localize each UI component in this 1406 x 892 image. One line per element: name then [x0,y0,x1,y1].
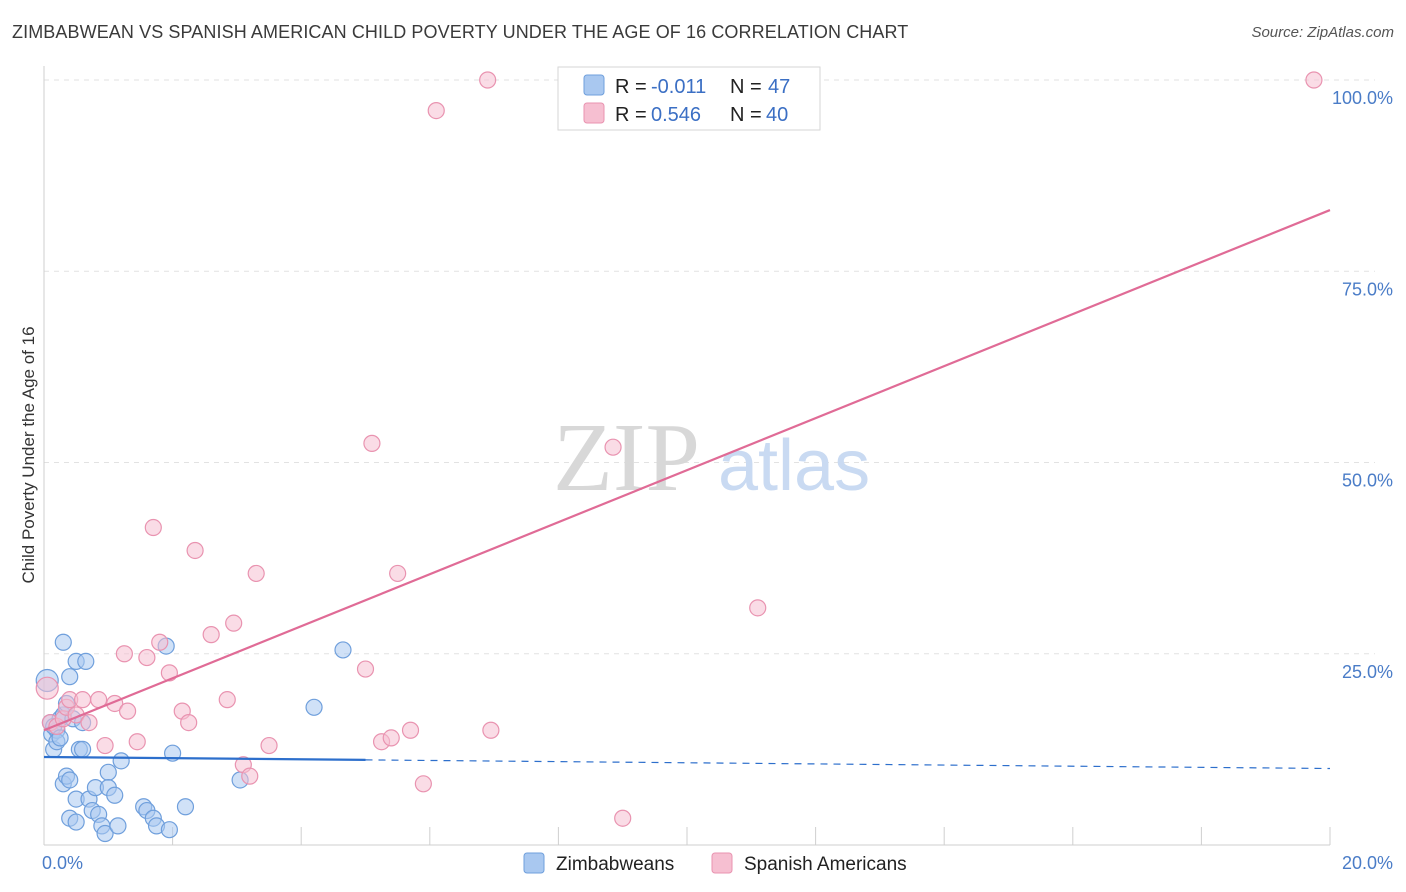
watermark-atlas: atlas [718,426,870,506]
spanish-americans-point [35,676,59,700]
zimbabweans-point [160,821,178,839]
spanish-americans-point [138,648,156,667]
zimbabweans-point [305,698,323,716]
bottom-legend: Zimbabweans Spanish Americans [523,852,907,875]
y-tick-label-100: 100.0% [1332,88,1393,108]
spanish-americans-point [151,633,169,651]
legend-n-label-2: N = [730,104,762,126]
y-axis-label: Child Poverty Under the Age of 16 [19,326,38,583]
spanish-americans-point [614,809,632,827]
zimbabweans-point [54,633,72,651]
zimbabweans-point [77,652,95,671]
legend-r-value-2: 0.546 [651,104,701,126]
spanish-americans-point [414,775,432,793]
zimbabweans-point [112,752,130,770]
tick-labels: 25.0% 50.0% 75.0% 100.0% 0.0% 20.0% [42,88,1393,873]
x-tick-label-min: 0.0% [42,853,83,873]
legend-n-label-1: N = [730,76,762,98]
bottom-legend-swatch-zimbabweans [523,852,545,874]
spanish-americans-point [186,541,204,560]
spanish-americans-point [128,733,146,751]
y-tick-label-25: 25.0% [1342,662,1393,682]
spanish-americans-point [260,736,278,755]
bottom-legend-swatch-spanish-americans [711,852,733,874]
spanish-americans-point [180,713,198,732]
zimbabweans-point [99,763,117,781]
spanish-americans-point [118,702,137,720]
zimbabweans-point [73,740,92,758]
legend-swatch-spanish-americans [583,102,605,124]
spanish-americans-point [356,660,375,678]
zimbabweans-trend-line-extension [365,759,1331,770]
spanish-americans-point [96,736,114,755]
spanish-americans-point [363,434,381,452]
spanish-americans-point [482,721,500,739]
spanish-americans-point [427,101,445,120]
spanish-americans-point [225,614,243,632]
zimbabweans-point [96,824,114,843]
zimbabweans-point [61,668,79,686]
chart-source: Source: ZipAtlas.com [1251,24,1394,41]
legend-r-label-2: R = [615,104,647,126]
legend-swatch-zimbabweans [583,74,605,96]
legend-n-value-2: 40 [766,104,788,126]
spanish-americans-point [241,767,259,785]
legend-r-value-1: -0.011 [651,76,706,98]
zimbabweans-points [35,633,352,843]
bottom-legend-label-zimbabweans: Zimbabweans [556,854,674,875]
y-tick-label-50: 50.0% [1342,471,1393,491]
zimbabweans-point [61,771,79,789]
bottom-legend-label-spanish-americans: Spanish Americans [744,854,907,875]
zimbabweans-point [334,641,352,659]
spanish-americans-point [73,691,92,709]
watermark: ZIP atlas [553,404,870,512]
legend-n-value-1: 47 [768,76,790,98]
spanish-americans-point [382,729,400,747]
spanish-americans-point [247,564,265,583]
zimbabweans-trend-line [43,755,366,761]
spanish-americans-point [749,599,767,617]
spanish-americans-trend-line [43,209,1331,732]
correlation-legend: R = -0.011 N = 47 R = 0.546 N = 40 [557,66,821,131]
spanish-americans-point [604,438,622,456]
spanish-americans-point [389,564,407,583]
spanish-americans-point [1305,71,1323,89]
zimbabweans-point [176,798,195,816]
y-tick-label-75: 75.0% [1342,279,1393,299]
spanish-americans-point [202,626,220,644]
spanish-americans-point [218,691,236,709]
spanish-americans-point [144,518,162,537]
zimbabweans-point [109,817,127,835]
trend-lines [43,209,1331,770]
spanish-americans-point [479,71,497,89]
zimbabweans-point [106,786,124,804]
axes [43,66,1331,846]
grid-lines [44,79,1375,655]
x-tick-label-max: 20.0% [1342,853,1393,873]
spanish-americans-point [80,713,98,732]
chart-title: ZIMBABWEAN VS SPANISH AMERICAN CHILD POV… [12,22,909,42]
spanish-americans-point [401,721,420,739]
spanish-americans-points [35,71,1323,827]
spanish-americans-point [115,645,133,663]
zimbabweans-point [67,813,85,831]
legend-r-label-1: R = [615,76,647,98]
